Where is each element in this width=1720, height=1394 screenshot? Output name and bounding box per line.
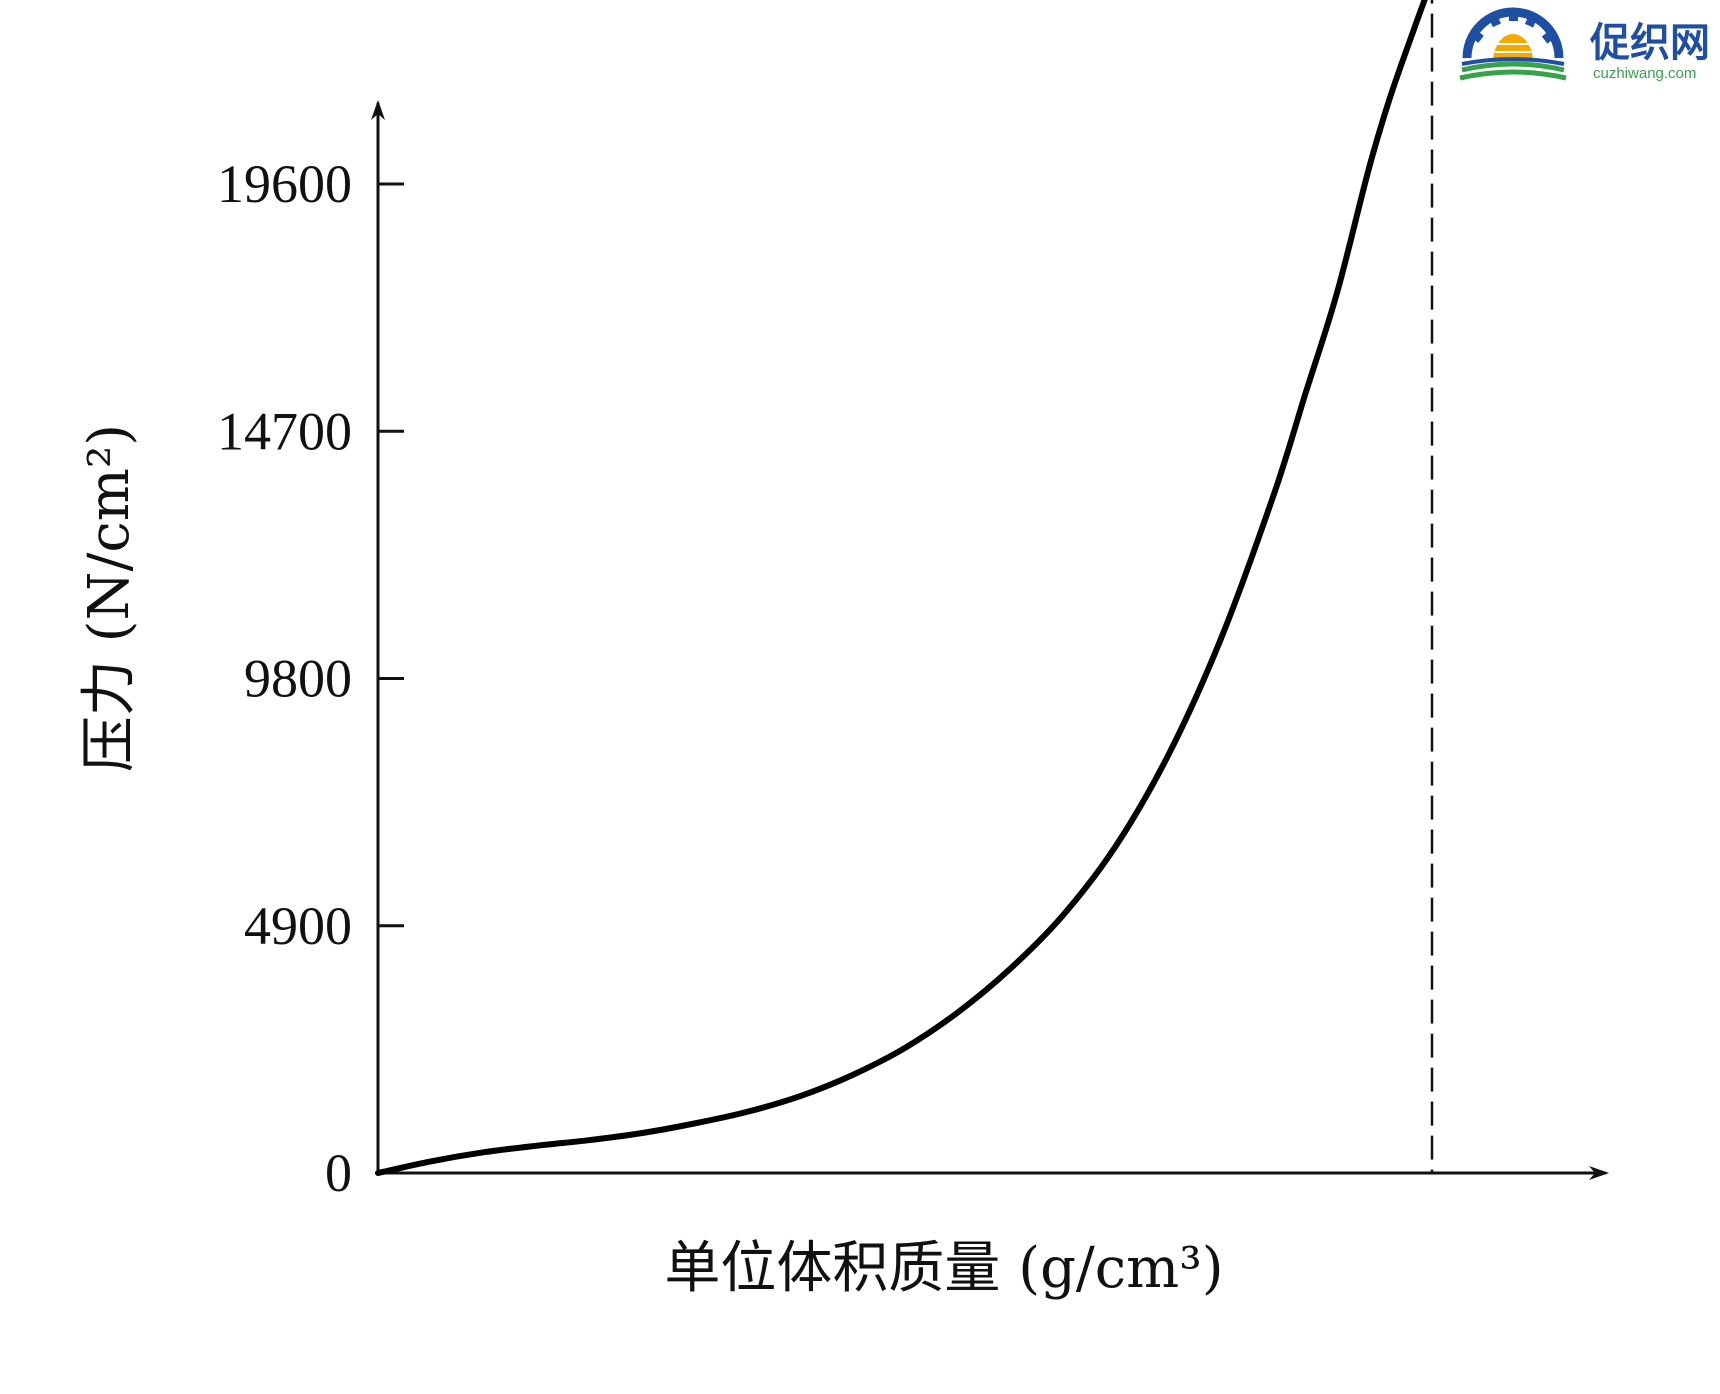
series-layer <box>375 0 1428 1176</box>
y-ticks: 0 4900 9800 14700 19600 <box>217 154 404 1203</box>
logo-name: 促织网 <box>1589 20 1710 66</box>
y-tick-label: 19600 <box>217 154 352 214</box>
y-tick-label: 9800 <box>244 649 352 709</box>
x-axis-title: 单位体积质量 (g/cm³) <box>664 1236 1223 1301</box>
cuzhiwang-logo: 促织网 cuzhiwang.com <box>1459 7 1710 82</box>
y-axis-title: 压力 (N/cm²) <box>77 424 142 772</box>
field-icon <box>1459 57 1567 81</box>
y-tick-label: 0 <box>325 1143 352 1203</box>
y-axis-label: 压力 <box>77 660 142 772</box>
y-tick-label: 4900 <box>244 896 352 956</box>
y-axis-unit: (N/cm²) <box>77 424 142 642</box>
gear-icon <box>1462 7 1564 59</box>
series-line <box>375 0 1428 1176</box>
x-axis-label: 单位体积质量 <box>664 1236 1000 1301</box>
x-axis-unit: (g/cm³) <box>1018 1236 1223 1301</box>
y-tick-label: 14700 <box>217 401 352 461</box>
sun-icon <box>1493 34 1533 62</box>
logo-url: cuzhiwang.com <box>1593 65 1696 82</box>
